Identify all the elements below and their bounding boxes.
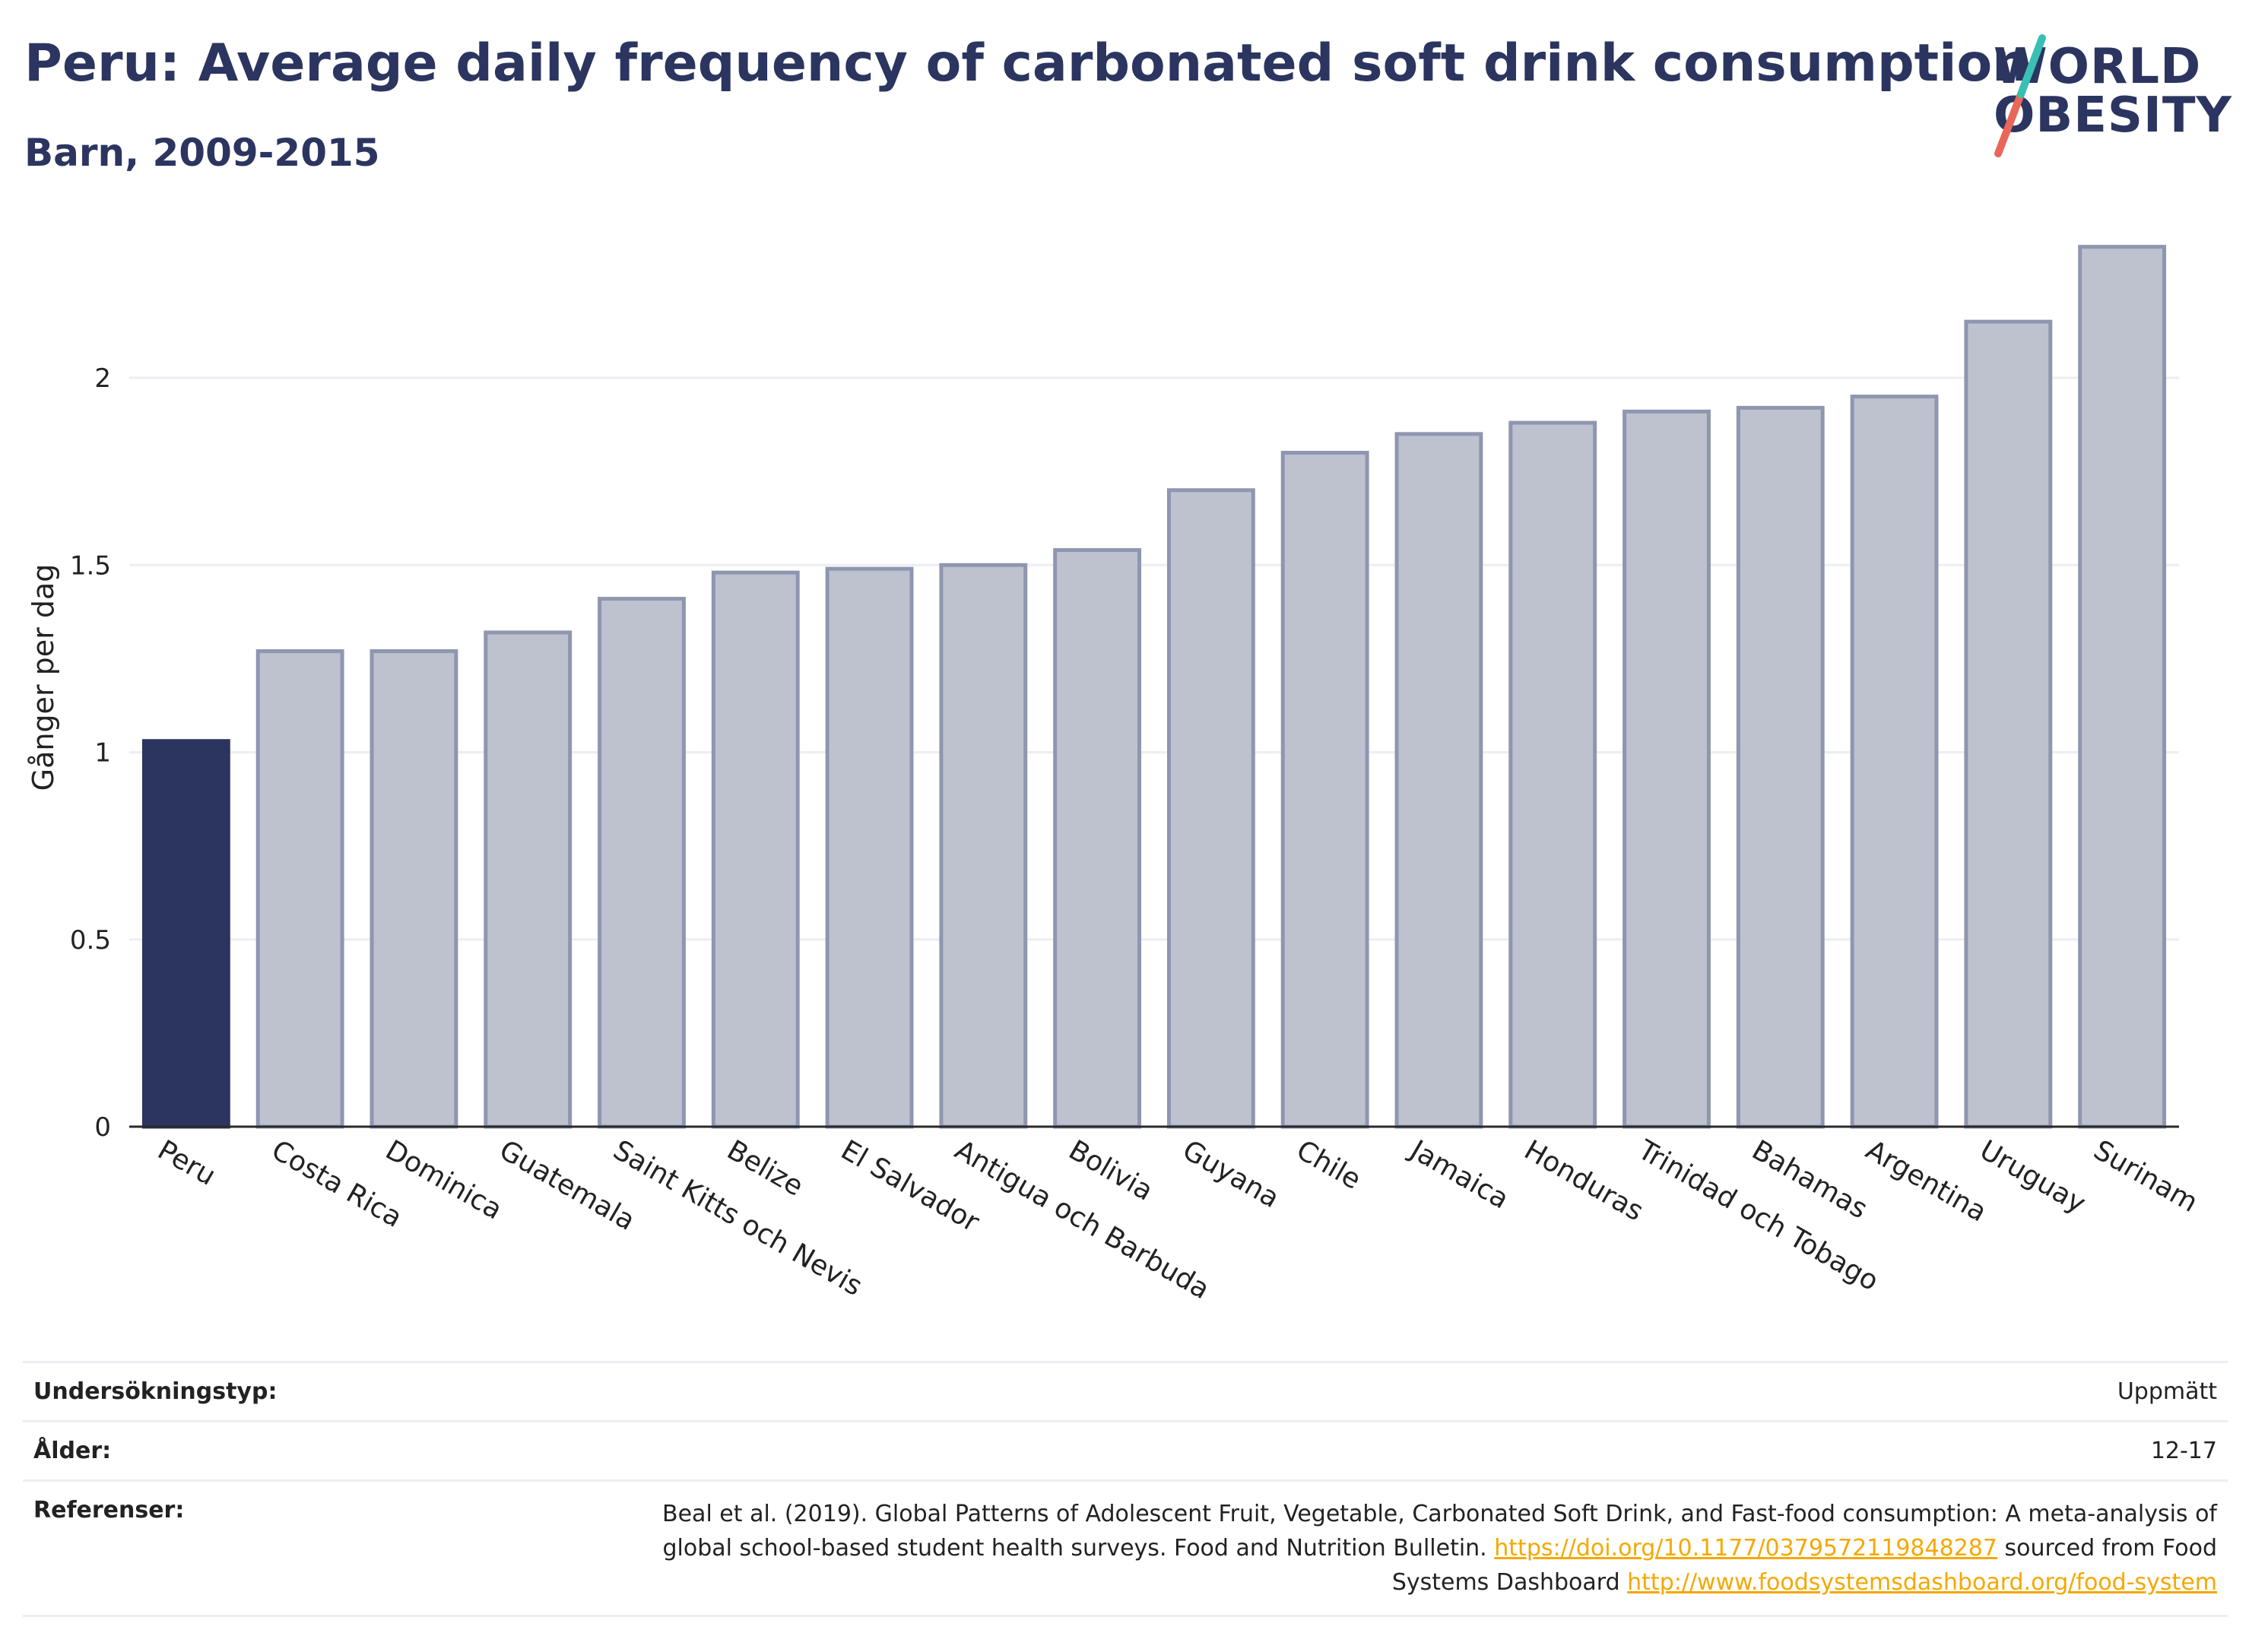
- bar-honduras[interactable]: [1508, 420, 1597, 1129]
- x-tick-label: Argentina: [1860, 1134, 1992, 1228]
- references-label: Referenser:: [33, 1497, 185, 1524]
- x-tick-label: Belize: [722, 1134, 808, 1202]
- bar-costa-rica[interactable]: [255, 649, 344, 1129]
- grid-lines: [129, 376, 2179, 941]
- x-tick-label: Guyana: [1177, 1134, 1284, 1214]
- bar-chart: 00.511.52 Peru Costa RicaDominicaGuatemal…: [27, 245, 2203, 1305]
- x-tick-label: Jamaica: [1404, 1134, 1514, 1215]
- survey-type-row: Undersökningstyp: Uppmätt: [23, 1361, 2228, 1420]
- age-row: Ålder: 12-17: [23, 1420, 2228, 1479]
- references-text: Beal et al. (2019). Global Patterns of A…: [598, 1497, 2217, 1600]
- bar-argentina[interactable]: [1850, 395, 1939, 1129]
- reference-citation: Beal et al. (2019). Global Patterns of A…: [662, 1501, 2217, 1562]
- y-tick-label: 0.5: [70, 925, 111, 956]
- reference-source: sourced from Food Systems Dashboard: [1391, 1535, 2217, 1596]
- x-tick-label: Surinam: [2089, 1134, 2203, 1219]
- y-tick-labels: 0 0.5 1 1.5 2: [70, 363, 111, 1143]
- bar-el-salvador[interactable]: [825, 566, 914, 1129]
- bar-saint-kitts-och-nevis[interactable]: [598, 597, 686, 1129]
- chart-title: Peru: Average daily frequency of carbona…: [24, 33, 2029, 94]
- world-obesity-logo: WORLD OBESITY: [1977, 15, 2235, 167]
- bar-dominica[interactable]: [370, 649, 458, 1129]
- bar-peru[interactable]: [141, 739, 230, 1129]
- survey-type-label: Undersökningstyp:: [33, 1378, 278, 1405]
- doi-link[interactable]: https://doi.org/10.1177/0379572119848287: [1494, 1535, 1997, 1562]
- bar-guatemala[interactable]: [484, 630, 573, 1129]
- y-tick-label: 2: [94, 363, 111, 394]
- age-value: 12-17: [2150, 1438, 2217, 1464]
- x-tick-label: Chile: [1291, 1134, 1366, 1196]
- x-tick-label: Honduras: [1519, 1134, 1648, 1227]
- bar-uruguay[interactable]: [1964, 319, 2053, 1129]
- bar-bahamas[interactable]: [1736, 405, 1825, 1129]
- x-tick-label: Peru: [152, 1134, 220, 1192]
- logo-line-2: OBESITY: [1994, 87, 2232, 144]
- bar-guyana[interactable]: [1166, 488, 1255, 1129]
- dashboard-link[interactable]: http://www.foodsystemsdashboard.org/food…: [1627, 1569, 2217, 1596]
- bar-surinam[interactable]: [2078, 245, 2167, 1129]
- survey-type-value: Uppmätt: [2117, 1378, 2217, 1405]
- bar-trinidad-och-tobago[interactable]: [1623, 409, 1711, 1129]
- y-axis-title: Gånger per dag: [27, 564, 60, 791]
- chart-subtitle: Barn, 2009-2015: [24, 131, 380, 175]
- bar-jamaica[interactable]: [1394, 432, 1483, 1129]
- age-label: Ålder:: [33, 1438, 112, 1464]
- x-tick-label: Uruguay: [1975, 1134, 2091, 1219]
- bar-antigua-och-barbuda[interactable]: [939, 563, 1028, 1129]
- y-tick-label: 1: [94, 738, 111, 769]
- bar-belize[interactable]: [711, 570, 800, 1129]
- bar-chile[interactable]: [1280, 451, 1369, 1129]
- references-row: Referenser: Beal et al. (2019). Global P…: [23, 1479, 2228, 1617]
- y-tick-label: 1.5: [70, 550, 111, 581]
- y-tick-label: 0: [94, 1112, 111, 1143]
- x-tick-label: Costa Rica: [266, 1134, 407, 1234]
- logo-slash-icon: [1994, 34, 2046, 157]
- x-tick-label: Bolivia: [1064, 1134, 1159, 1207]
- bar-bolivia[interactable]: [1053, 548, 1142, 1129]
- info-table: Undersökningstyp: Uppmätt Ålder: 12-17 R…: [23, 1361, 2228, 1617]
